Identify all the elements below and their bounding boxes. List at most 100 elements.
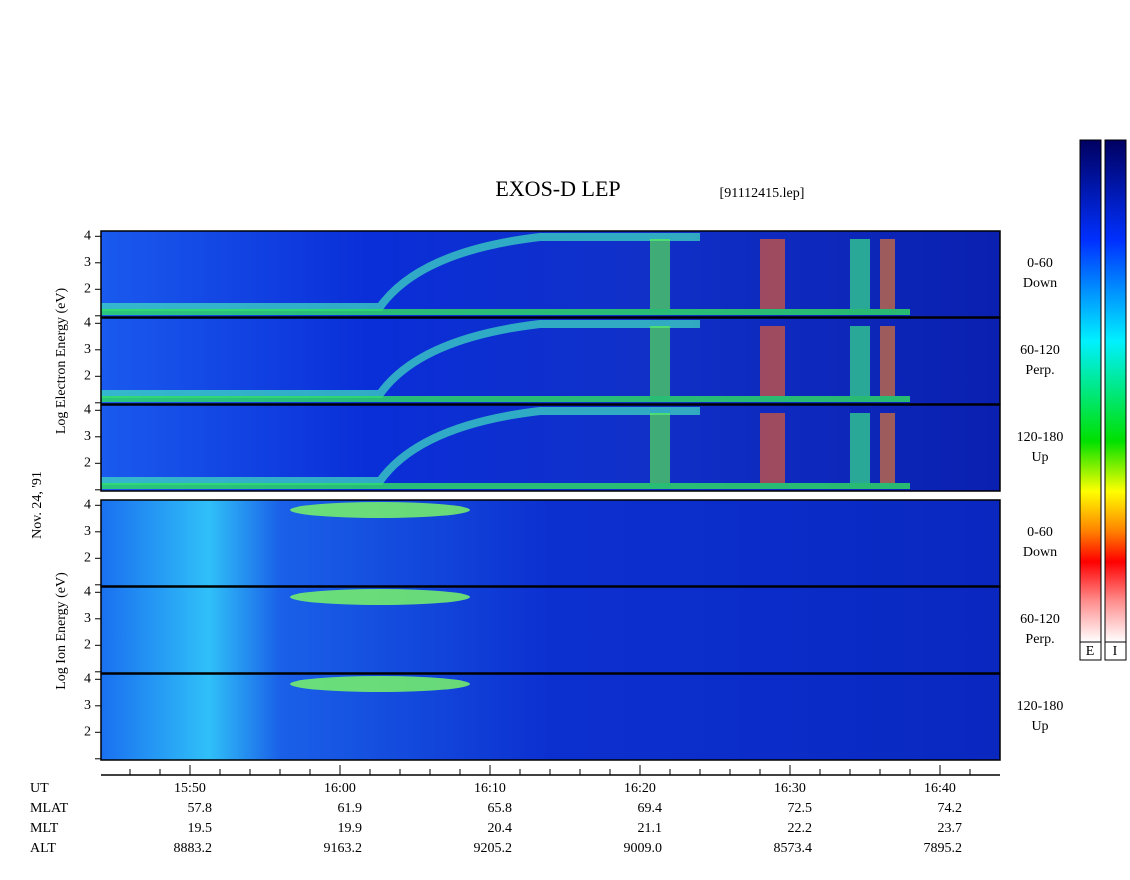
orbit-value: 19.5 — [188, 821, 213, 836]
orbit-value: 23.7 — [938, 821, 963, 836]
orbit-value: 22.2 — [788, 821, 813, 836]
colorbar-label: E — [1086, 644, 1095, 659]
panel-angle: 0-60 — [1027, 256, 1053, 271]
orbit-label: ALT — [30, 841, 56, 856]
y-tick-label: 3 — [84, 524, 91, 539]
y-tick-label: 2 — [84, 638, 91, 653]
spectrogram-feature — [650, 413, 670, 483]
y-tick-label: 3 — [84, 255, 91, 270]
y-tick-label: 3 — [84, 429, 91, 444]
y-tick-label: 3 — [84, 611, 91, 626]
y-tick-label: 2 — [84, 551, 91, 566]
spectrogram — [101, 674, 1000, 760]
orbit-value: 69.4 — [638, 801, 663, 816]
panel-angle: 0-60 — [1027, 525, 1053, 540]
colorbar — [1079, 139, 1102, 643]
orbit-value: 72.5 — [788, 801, 813, 816]
panel-frame — [100, 673, 1001, 761]
spectrogram-feature — [880, 239, 895, 309]
panel-angle: 120-180 — [1017, 430, 1064, 445]
x-tick-label: 15:50 — [174, 781, 206, 796]
panel-direction: Perp. — [1025, 632, 1054, 647]
spectrogram-feature — [290, 676, 470, 692]
orbit-value: 8883.2 — [174, 841, 213, 856]
orbit-label: MLT — [30, 821, 59, 836]
orbit-value: 65.8 — [488, 801, 513, 816]
colorbar-label-box — [1104, 641, 1127, 661]
colorbar — [1104, 139, 1127, 643]
file-name: [91112415.lep] — [720, 186, 805, 201]
spectrogram-feature — [880, 413, 895, 483]
y-tick-label: 4 — [84, 316, 91, 331]
electron-axis-label: Log Electron Energy (eV) — [54, 288, 69, 435]
x-tick-label: 16:30 — [774, 781, 806, 796]
title: EXOS-D LEP — [495, 176, 620, 201]
colorbar-label-box — [1079, 641, 1102, 661]
y-tick-label: 4 — [84, 229, 91, 244]
orbit-value: 8573.4 — [774, 841, 813, 856]
panel-angle: 60-120 — [1020, 612, 1060, 627]
orbit-value: 9009.0 — [624, 841, 663, 856]
orbit-label: MLAT — [30, 801, 69, 816]
panel-frame — [100, 230, 1001, 318]
panel-direction: Perp. — [1025, 363, 1054, 378]
panel-frame — [100, 317, 1001, 405]
x-tick-label: 16:40 — [924, 781, 956, 796]
spectrogram-feature — [101, 233, 700, 311]
spectrogram-feature — [290, 502, 470, 518]
y-tick-label: 2 — [84, 369, 91, 384]
spectrogram-feature — [760, 326, 785, 396]
spectrogram-feature — [850, 239, 870, 309]
panel-frame — [100, 499, 1001, 587]
spectrogram-feature — [850, 413, 870, 483]
orbit-value: 20.4 — [488, 821, 513, 836]
y-tick-label: 4 — [84, 403, 91, 418]
orbit-value: 7895.2 — [924, 841, 963, 856]
orbit-value: 74.2 — [938, 801, 963, 816]
panel-direction: Down — [1023, 545, 1057, 560]
orbit-label: UT — [30, 781, 49, 796]
panel-direction: Up — [1031, 719, 1048, 734]
spectrogram-feature — [760, 413, 785, 483]
orbit-value: 9205.2 — [474, 841, 513, 856]
panel-angle: 60-120 — [1020, 343, 1060, 358]
spectrogram-feature — [101, 320, 700, 398]
spectrogram-feature — [650, 326, 670, 396]
y-tick-label: 3 — [84, 698, 91, 713]
spectrogram — [101, 500, 1000, 586]
panel-direction: Up — [1031, 450, 1048, 465]
y-tick-label: 4 — [84, 672, 91, 687]
date-label: Nov. 24, '91 — [30, 471, 45, 539]
y-tick-label: 2 — [84, 456, 91, 471]
panel-angle: 120-180 — [1017, 699, 1064, 714]
spectrogram-feature — [101, 309, 910, 315]
orbit-value: 21.1 — [638, 821, 663, 836]
spectrogram-feature — [101, 396, 910, 402]
panel-frame — [100, 404, 1001, 492]
spectrogram-feature — [850, 326, 870, 396]
orbit-value: 19.9 — [338, 821, 363, 836]
orbit-value: 61.9 — [338, 801, 363, 816]
spectrogram-feature — [650, 239, 670, 309]
x-tick-label: 16:20 — [624, 781, 656, 796]
x-tick-label: 16:10 — [474, 781, 506, 796]
colorbar-label: I — [1113, 644, 1118, 659]
panel-direction: Down — [1023, 276, 1057, 291]
spectrogram — [101, 587, 1000, 673]
y-tick-label: 4 — [84, 498, 91, 513]
spectrogram-feature — [101, 407, 700, 485]
y-tick-label: 2 — [84, 725, 91, 740]
x-tick-label: 16:00 — [324, 781, 356, 796]
spectrogram-feature — [760, 239, 785, 309]
ion-axis-label: Log Ion Energy (eV) — [54, 572, 69, 690]
y-tick-label: 4 — [84, 585, 91, 600]
y-tick-label: 2 — [84, 282, 91, 297]
y-tick-label: 3 — [84, 342, 91, 357]
spectrogram-feature — [290, 589, 470, 605]
spectrogram-feature — [880, 326, 895, 396]
panel-frame — [100, 586, 1001, 674]
spectrogram-feature — [101, 483, 910, 489]
orbit-value: 9163.2 — [324, 841, 363, 856]
